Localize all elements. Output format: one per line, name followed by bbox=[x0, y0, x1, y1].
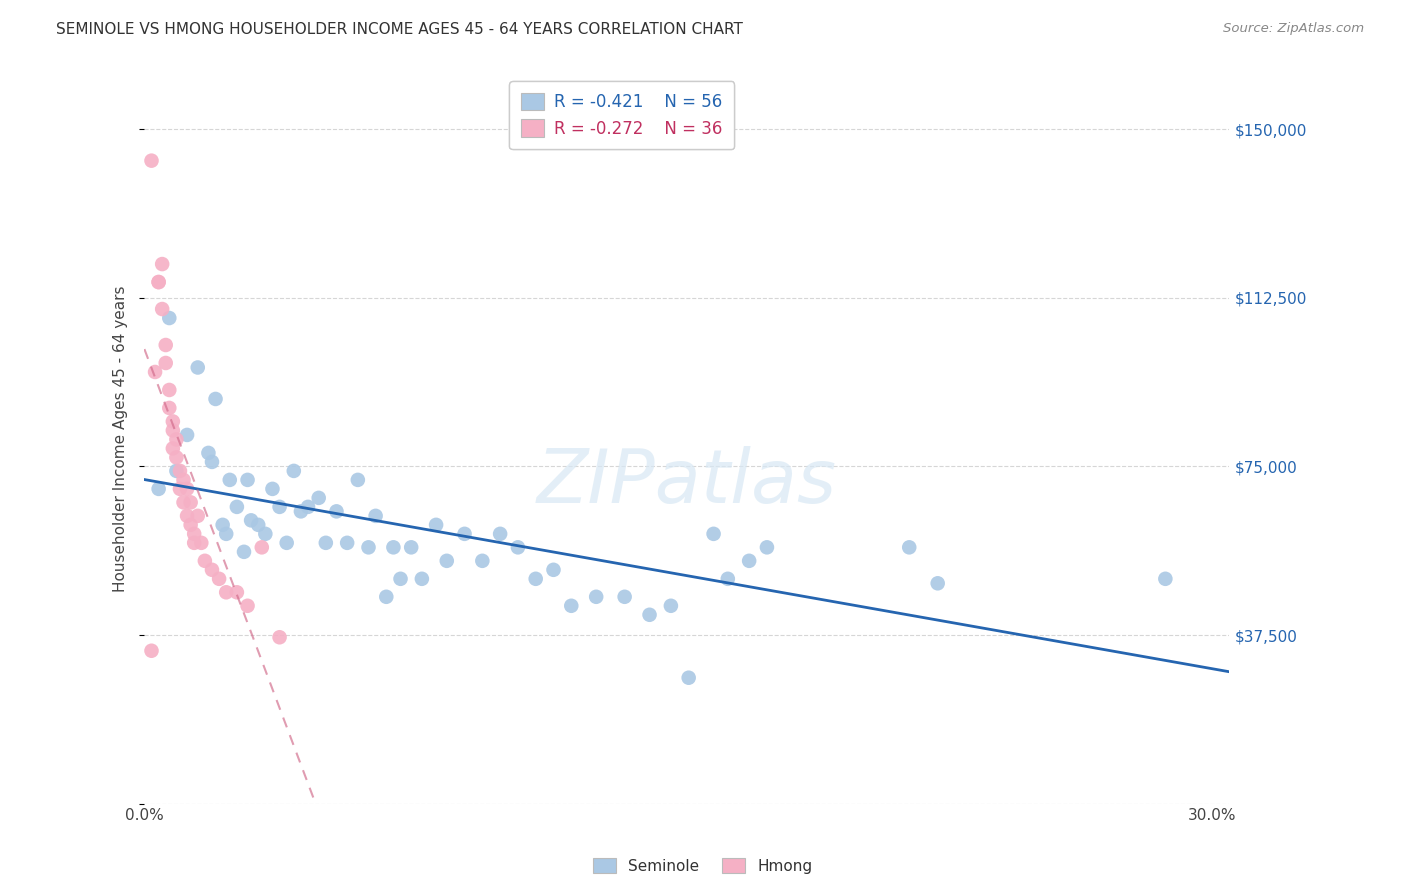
Point bbox=[176, 508, 198, 523]
Point bbox=[176, 482, 198, 496]
Point bbox=[194, 554, 217, 568]
Point bbox=[283, 464, 305, 478]
Point bbox=[183, 536, 205, 550]
Point bbox=[148, 275, 170, 289]
Point bbox=[236, 473, 259, 487]
Point bbox=[308, 491, 330, 505]
Legend: Seminole, Hmong: Seminole, Hmong bbox=[588, 852, 818, 880]
Point bbox=[585, 590, 607, 604]
Point bbox=[613, 590, 636, 604]
Point bbox=[155, 338, 177, 352]
Point bbox=[233, 545, 256, 559]
Point bbox=[898, 541, 921, 555]
Point bbox=[489, 526, 512, 541]
Point bbox=[148, 482, 170, 496]
Point bbox=[165, 450, 187, 465]
Point bbox=[276, 536, 298, 550]
Point bbox=[150, 301, 173, 316]
Point bbox=[162, 414, 184, 428]
Point bbox=[225, 500, 247, 514]
Point bbox=[169, 464, 191, 478]
Point bbox=[297, 500, 319, 514]
Point bbox=[336, 536, 359, 550]
Point bbox=[204, 392, 226, 406]
Point bbox=[236, 599, 259, 613]
Point bbox=[208, 572, 231, 586]
Point bbox=[290, 504, 312, 518]
Point bbox=[678, 671, 700, 685]
Point bbox=[162, 424, 184, 438]
Point bbox=[187, 508, 209, 523]
Point bbox=[250, 541, 273, 555]
Point bbox=[176, 428, 198, 442]
Point bbox=[173, 473, 195, 487]
Point bbox=[157, 401, 180, 415]
Point bbox=[927, 576, 949, 591]
Point bbox=[141, 644, 163, 658]
Point bbox=[150, 257, 173, 271]
Point bbox=[215, 526, 238, 541]
Point bbox=[187, 360, 209, 375]
Point bbox=[375, 590, 398, 604]
Point bbox=[560, 599, 582, 613]
Point bbox=[190, 536, 212, 550]
Point bbox=[315, 536, 337, 550]
Point bbox=[148, 275, 170, 289]
Point bbox=[389, 572, 412, 586]
Y-axis label: Householder Income Ages 45 - 64 years: Householder Income Ages 45 - 64 years bbox=[114, 285, 128, 591]
Point bbox=[240, 513, 263, 527]
Point bbox=[347, 473, 370, 487]
Point bbox=[399, 541, 422, 555]
Point bbox=[225, 585, 247, 599]
Point bbox=[254, 526, 277, 541]
Point bbox=[471, 554, 494, 568]
Point bbox=[543, 563, 565, 577]
Point bbox=[262, 482, 284, 496]
Point bbox=[211, 517, 233, 532]
Point bbox=[155, 356, 177, 370]
Point bbox=[183, 526, 205, 541]
Text: Source: ZipAtlas.com: Source: ZipAtlas.com bbox=[1223, 22, 1364, 36]
Point bbox=[247, 517, 270, 532]
Point bbox=[436, 554, 458, 568]
Point bbox=[755, 541, 778, 555]
Point bbox=[524, 572, 547, 586]
Point bbox=[453, 526, 475, 541]
Point bbox=[325, 504, 347, 518]
Point bbox=[382, 541, 405, 555]
Point bbox=[169, 482, 191, 496]
Point bbox=[411, 572, 433, 586]
Point bbox=[201, 455, 224, 469]
Point bbox=[364, 508, 387, 523]
Point bbox=[143, 365, 166, 379]
Point bbox=[717, 572, 740, 586]
Text: ZIPatlas: ZIPatlas bbox=[537, 446, 837, 518]
Point bbox=[269, 500, 291, 514]
Point bbox=[218, 473, 240, 487]
Point bbox=[425, 517, 447, 532]
Point bbox=[703, 526, 725, 541]
Point bbox=[157, 311, 180, 326]
Point bbox=[165, 433, 187, 447]
Point bbox=[201, 563, 224, 577]
Point bbox=[180, 517, 202, 532]
Point bbox=[1154, 572, 1177, 586]
Point bbox=[357, 541, 380, 555]
Point bbox=[638, 607, 661, 622]
Point bbox=[506, 541, 529, 555]
Point bbox=[197, 446, 219, 460]
Point bbox=[659, 599, 682, 613]
Point bbox=[738, 554, 761, 568]
Point bbox=[180, 495, 202, 509]
Legend: R = -0.421    N = 56, R = -0.272    N = 36: R = -0.421 N = 56, R = -0.272 N = 36 bbox=[509, 81, 734, 149]
Point bbox=[165, 464, 187, 478]
Text: SEMINOLE VS HMONG HOUSEHOLDER INCOME AGES 45 - 64 YEARS CORRELATION CHART: SEMINOLE VS HMONG HOUSEHOLDER INCOME AGE… bbox=[56, 22, 744, 37]
Point bbox=[215, 585, 238, 599]
Point bbox=[162, 442, 184, 456]
Point bbox=[141, 153, 163, 168]
Point bbox=[173, 495, 195, 509]
Point bbox=[157, 383, 180, 397]
Point bbox=[269, 630, 291, 644]
